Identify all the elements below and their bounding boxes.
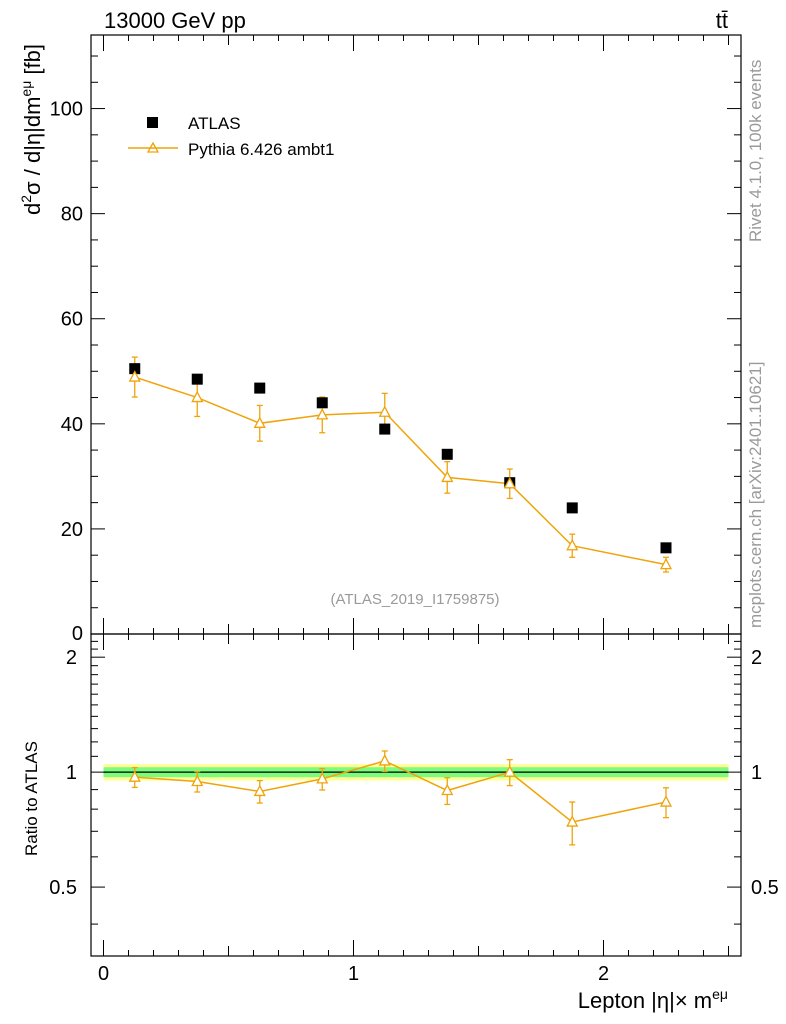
legend-mc-marker	[146, 141, 160, 153]
mc-point	[503, 476, 516, 489]
atlas-data-point	[660, 542, 672, 554]
x-axis-label: Lepton |η|× meμ	[578, 986, 728, 1013]
main-y-axis-label: d2σ / d|η|dmeμ [fb]	[18, 44, 45, 215]
header-process: tt̄	[716, 8, 728, 33]
mc-line	[134, 376, 667, 566]
ratio-plot-marks	[128, 750, 673, 846]
axes: 20 40 60 80 100 0 0 1 2 0.5 0.5 1 1 2 2	[49, 34, 779, 985]
mc-point	[566, 538, 579, 551]
ratio-point	[378, 754, 391, 766]
ratio-point	[253, 784, 266, 797]
mc-point	[441, 470, 454, 483]
main-y-tick-label: 100	[50, 99, 83, 121]
atlas-data-point	[379, 423, 391, 435]
ratio-plot-frame	[90, 633, 742, 957]
ratio-y-tick-label-right: 0.5	[751, 877, 779, 899]
ratio-point	[566, 815, 579, 827]
atlas-data-point	[316, 397, 328, 409]
atlas-data-point	[566, 502, 578, 514]
ratio-y-tick-label-left: 2	[66, 647, 77, 669]
ratio-point	[503, 765, 516, 777]
main-y-tick-label-zero: 0	[72, 623, 83, 645]
legend-atlas-label: ATLAS	[188, 114, 241, 133]
ratio-y-tick-label-right: 2	[751, 647, 762, 669]
atlas-data-point	[254, 382, 266, 394]
x-tick-label: 1	[348, 963, 359, 985]
mc-point	[316, 407, 329, 420]
atlas-data-point	[441, 448, 453, 460]
legend-atlas-marker	[147, 117, 158, 128]
mc-point	[659, 557, 673, 570]
legend-mc-label: Pythia 6.426 ambt1	[188, 140, 334, 159]
mc-point	[128, 370, 141, 382]
main-y-tick-label: 40	[61, 414, 83, 436]
x-tick-label: 2	[598, 963, 609, 985]
ratio-point	[659, 795, 673, 807]
ratio-point	[316, 772, 329, 784]
main-y-tick-label: 60	[61, 309, 83, 331]
legend: ATLAS Pythia 6.426 ambt1	[128, 114, 334, 159]
main-y-tick-label: 20	[61, 519, 83, 541]
ratio-point	[128, 770, 141, 782]
mc-point	[191, 390, 204, 403]
ratio-uncertainty-band	[103, 764, 729, 781]
x-tick-label: 0	[98, 963, 109, 985]
main-plot-marks	[128, 356, 673, 573]
mc-point	[378, 405, 391, 417]
ratio-point	[441, 783, 454, 796]
main-y-tick-label: 80	[61, 204, 83, 226]
header-energy: 13000 GeV pp	[104, 8, 246, 33]
ratio-point	[191, 774, 204, 787]
ratio-y-tick-label-left: 1	[66, 762, 77, 784]
ratio-y-tick-label-right: 1	[751, 762, 762, 784]
atlas-data-point	[191, 373, 203, 385]
mcplots-label: mcplots.cern.ch [arXiv:2401.10621]	[746, 362, 765, 628]
atlas-data-point	[129, 363, 141, 375]
ratio-y-axis-label: Ratio to ATLAS	[22, 741, 41, 856]
rivet-label: Rivet 4.1.0, 100k events	[746, 60, 765, 242]
ratio-y-tick-label-left: 0.5	[49, 877, 77, 899]
analysis-watermark: (ATLAS_2019_I1759875)	[330, 591, 499, 608]
mc-point	[253, 416, 266, 428]
